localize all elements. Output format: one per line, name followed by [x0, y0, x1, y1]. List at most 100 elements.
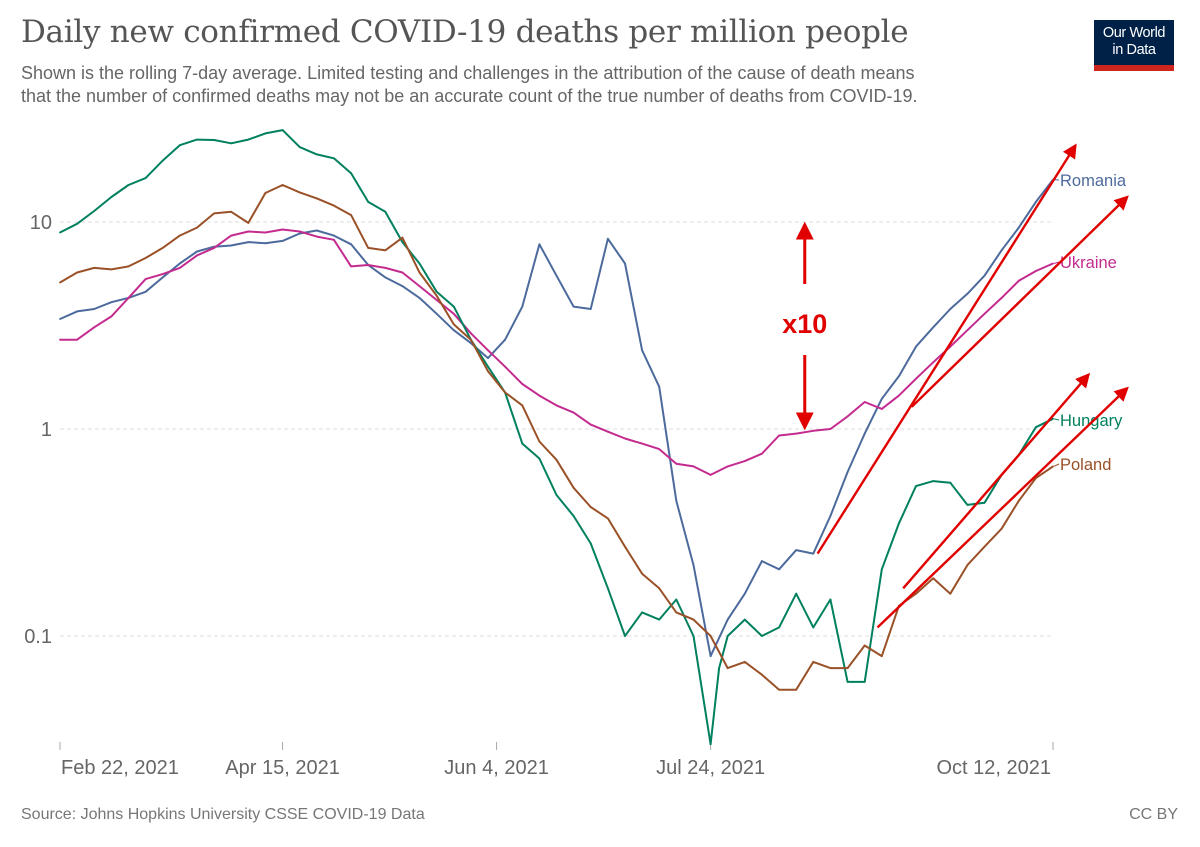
- data-point-poland: [281, 184, 284, 186]
- data-point-poland: [435, 294, 438, 297]
- subtitle-line-1: Shown is the rolling 7-day average. Limi…: [21, 63, 915, 83]
- data-point-romania: [538, 243, 541, 246]
- data-point-hungary: [880, 568, 883, 571]
- owid-logo[interactable]: Our World in Data: [1094, 20, 1174, 71]
- chart-title: Daily new confirmed COVID-19 deaths per …: [21, 14, 909, 50]
- data-point-poland: [589, 506, 592, 508]
- data-point-romania: [709, 655, 712, 657]
- data-point-ukraine: [589, 423, 592, 426]
- data-point-poland: [1000, 527, 1003, 530]
- data-point-hungary: [709, 743, 712, 746]
- data-point-ukraine: [607, 430, 609, 433]
- data-point-romania: [863, 432, 866, 435]
- data-point-ukraine: [110, 315, 113, 318]
- data-point-hungary: [966, 504, 969, 506]
- data-point-hungary: [161, 159, 164, 162]
- data-point-romania: [795, 549, 798, 551]
- data-point-poland: [572, 486, 575, 489]
- data-point-poland: [607, 517, 609, 520]
- data-point-romania: [230, 244, 233, 247]
- y-tick-label: 1: [41, 419, 52, 441]
- data-point-poland: [470, 338, 472, 341]
- data-point-romania: [401, 285, 404, 287]
- data-point-romania: [949, 308, 952, 310]
- x-tick-label: Oct 12, 2021: [936, 757, 1051, 779]
- data-point-hungary: [624, 635, 626, 637]
- data-point-ukraine: [572, 411, 575, 414]
- data-point-poland: [178, 234, 181, 237]
- data-point-romania: [572, 305, 575, 308]
- logo-line-2: in Data: [1112, 42, 1156, 58]
- data-point-hungary: [795, 592, 798, 595]
- data-point-poland: [658, 587, 661, 590]
- data-point-poland: [452, 323, 455, 326]
- data-point-romania: [178, 262, 181, 265]
- data-point-ukraine: [932, 361, 935, 364]
- data-point-poland: [487, 370, 489, 373]
- data-point-romania: [161, 276, 164, 279]
- data-point-ukraine: [487, 349, 489, 352]
- data-point-poland: [418, 271, 421, 274]
- trend-arrow-hungary: [902, 372, 1091, 590]
- data-point-ukraine: [624, 437, 626, 440]
- data-point-ukraine: [521, 383, 524, 385]
- annotations: x10: [782, 143, 1129, 629]
- series-label-ukraine: Ukraine: [1060, 254, 1117, 272]
- data-point-poland: [863, 644, 866, 647]
- data-point-romania: [915, 345, 917, 348]
- y-tick-label: 0.1: [24, 626, 52, 648]
- y-tick-label: 10: [30, 212, 52, 234]
- data-point-hungary: [589, 542, 592, 545]
- data-point-romania: [829, 515, 832, 517]
- data-point-romania: [1000, 249, 1003, 252]
- data-point-poland: [932, 577, 935, 580]
- data-point-romania: [264, 242, 267, 245]
- data-point-ukraine: [743, 460, 746, 462]
- data-point-poland: [384, 249, 387, 252]
- data-point-romania: [487, 357, 489, 359]
- data-point-ukraine: [795, 432, 798, 435]
- data-point-ukraine: [898, 394, 900, 397]
- data-point-romania: [966, 292, 969, 295]
- data-point-poland: [161, 247, 164, 249]
- data-point-ukraine: [333, 238, 335, 241]
- series-label-poland: Poland: [1060, 456, 1111, 474]
- data-point-hungary: [718, 667, 720, 669]
- data-point-poland: [196, 226, 198, 229]
- data-point-ukraine: [778, 434, 780, 437]
- data-point-romania: [589, 308, 592, 310]
- data-point-romania: [333, 234, 335, 237]
- data-point-ukraine: [384, 267, 387, 269]
- data-point-hungary: [538, 457, 541, 460]
- data-point-ukraine: [846, 415, 849, 418]
- data-point-romania: [880, 397, 883, 400]
- data-point-romania: [726, 618, 729, 621]
- data-point-poland: [504, 391, 506, 394]
- data-point-hungary: [487, 365, 489, 368]
- data-point-hungary: [692, 635, 695, 637]
- series-lines: [59, 129, 1054, 746]
- data-point-romania: [93, 308, 96, 310]
- data-point-ukraine: [829, 428, 832, 430]
- data-point-poland: [247, 222, 250, 224]
- data-point-ukraine: [401, 271, 404, 274]
- data-point-poland: [59, 281, 61, 284]
- data-point-ukraine: [144, 278, 147, 280]
- trend-arrow-ukraine: [910, 195, 1129, 408]
- data-point-hungary: [264, 132, 267, 135]
- data-point-poland: [641, 572, 643, 575]
- source-note[interactable]: Source: Johns Hopkins University CSSE CO…: [21, 806, 425, 823]
- data-point-romania: [846, 471, 849, 473]
- data-point-romania: [658, 385, 661, 388]
- y-axis-ticks: 10 1 0.1: [24, 212, 52, 648]
- data-point-poland: [144, 257, 147, 259]
- data-point-hungary: [452, 305, 455, 308]
- data-point-ukraine: [538, 394, 541, 397]
- license-link[interactable]: CC BY: [1129, 806, 1178, 823]
- data-point-romania: [1017, 226, 1020, 229]
- data-point-hungary: [1052, 417, 1054, 420]
- data-point-romania: [418, 297, 421, 299]
- chart-subtitle: Shown is the rolling 7-day average. Limi…: [21, 62, 1061, 108]
- data-point-romania: [384, 276, 387, 279]
- data-point-poland: [298, 191, 301, 194]
